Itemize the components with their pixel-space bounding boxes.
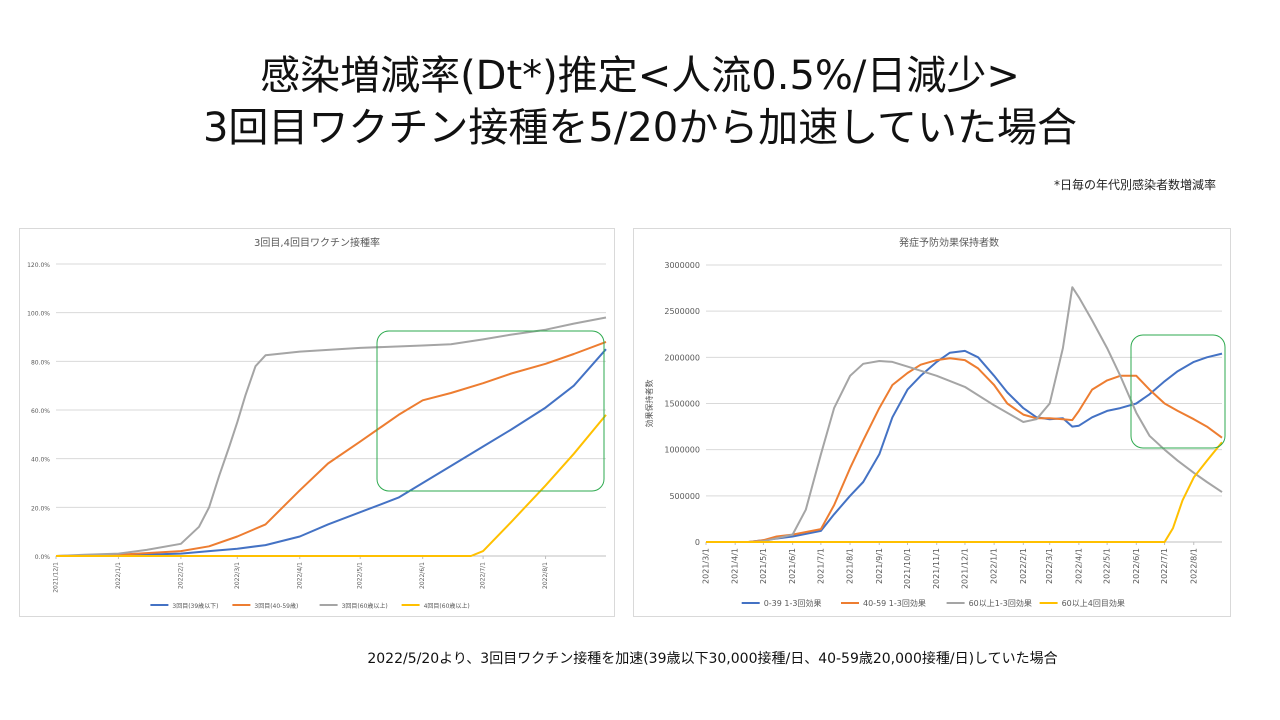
protected-count-chart: 発症予防効果保持者数 0 500000 1000000 1500000 2000000 25… — [633, 228, 1231, 617]
chart1-legend-label: 3回目(60歳以上) — [342, 602, 388, 610]
chart2-x-tick-label: 2021/3/1 — [702, 548, 711, 584]
chart1-x-tick-label: 2021/12/1 — [53, 562, 60, 593]
chart2-y-axis-title: 効果保持者数 — [644, 380, 654, 428]
chart1-x-tick-label: 2022/4/1 — [296, 562, 303, 589]
chart2-x-tick-label: 2021/10/1 — [903, 548, 912, 589]
chart2-x-tick-label: 2021/8/1 — [846, 548, 855, 584]
chart2-x-tick-label: 2022/6/1 — [1132, 548, 1141, 584]
chart2-x-tick-label: 2021/11/1 — [932, 548, 941, 589]
chart2-y-tick-label: 0 — [695, 538, 700, 547]
chart1-highlight-box — [376, 330, 605, 492]
chart2-y-tick-label: 1000000 — [664, 446, 700, 455]
chart2-y-tick-label: 2000000 — [664, 353, 700, 362]
chart2-series-1-line — [706, 357, 1223, 543]
chart2-series-0-line — [706, 349, 1223, 543]
chart1-legend-label: 4回目(60歳以上) — [424, 602, 470, 610]
chart2-legend-label: 0-39 1-3回効果 — [764, 598, 822, 608]
chart2-x-tick-label: 2022/4/1 — [1074, 548, 1083, 584]
chart2-x-tick-label: 2022/5/1 — [1103, 548, 1112, 584]
vaccination-rate-chart: 3回目,4回目ワクチン接種率 0.0% 20.0% 40.0% 60.0% 80.0% 10… — [19, 228, 615, 617]
chart2-y-tick-label: 3000000 — [664, 261, 700, 270]
chart1-y-tick-label: 20.0% — [31, 505, 50, 512]
chart1-series-2-line — [55, 316, 607, 557]
chart2-x-tick-label: 2021/9/1 — [875, 548, 884, 584]
chart2-x-tick-label: 2021/4/1 — [731, 548, 740, 584]
protected-count-chart-svg: 発症予防効果保持者数 0 500000 1000000 1500000 2000000 25… — [644, 236, 1226, 608]
chart2-x-tick-label: 2022/8/1 — [1189, 548, 1198, 584]
chart1-x-tick-label: 2022/3/1 — [234, 562, 241, 589]
chart1-x-tick-label: 2022/2/1 — [177, 562, 184, 589]
chart2-series-2-line — [706, 286, 1223, 543]
chart2-x-tick-label: 2022/3/1 — [1045, 548, 1054, 584]
chart2-x-tick-label: 2021/7/1 — [816, 548, 825, 584]
chart2-x-tick-label: 2021/6/1 — [788, 548, 797, 584]
chart1-legend-label: 3回目(39歳以下) — [172, 602, 218, 610]
title-line-2: 3回目ワクチン接種を5/20から加速していた場合 — [202, 105, 1078, 151]
chart1-x-tick-label: 2022/5/1 — [357, 562, 364, 589]
chart1-legend-label: 3回目(40-59歳) — [254, 602, 298, 610]
chart1-series-3-line — [56, 414, 607, 557]
chart2-x-tick-label: 2021/12/1 — [960, 548, 969, 589]
chart1-series-1-line — [55, 340, 607, 557]
chart1-x-tick-label: 2022/1/1 — [115, 562, 122, 589]
vaccination-rate-chart-svg: 3回目,4回目ワクチン接種率 0.0% 20.0% 40.0% 60.0% 80.0% 10… — [27, 236, 607, 610]
chart2-y-tick-label: 2500000 — [664, 307, 700, 316]
chart2-y-tick-label: 1500000 — [664, 400, 700, 409]
chart1-y-tick-label: 120.0% — [27, 262, 50, 269]
chart1-legend: 3回目(39歳以下) 3回目(40-59歳) 3回目(60歳以上) 4回目(60歳以上… — [150, 602, 470, 610]
title-line-1: 感染増減率(Dt*)推定<人流0.5%/日減少> — [260, 53, 1020, 99]
chart2-title: 発症予防効果保持者数 — [899, 236, 999, 249]
chart2-legend-label: 60以上4回目効果 — [1062, 598, 1125, 608]
chart2-y-tick-label: 500000 — [669, 492, 700, 501]
chart1-y-tick-label: 0.0% — [35, 554, 51, 561]
page-title: 感染増減率(Dt*)推定<人流0.5%/日減少> 3回目ワクチン接種を5/20か… — [0, 50, 1280, 154]
chart2-x-tick-label: 2022/7/1 — [1160, 548, 1169, 584]
chart2-legend-label: 60以上1-3回効果 — [969, 598, 1032, 608]
chart2-legend: 0-39 1-3回効果 40-59 1-3回効果 60以上1-3回効果 60以上4回目… — [741, 598, 1125, 608]
chart1-y-tick-label: 80.0% — [31, 359, 50, 366]
chart1-y-tick-label: 60.0% — [31, 408, 50, 415]
chart2-highlight-box — [1130, 334, 1226, 449]
chart2-series-3-line — [706, 441, 1223, 543]
chart2-x-tick-label: 2022/2/1 — [1019, 548, 1028, 584]
chart1-y-tick-label: 40.0% — [31, 457, 50, 464]
chart1-series-0-line — [55, 348, 607, 557]
chart1-x-tick-label: 2022/6/1 — [419, 562, 426, 589]
chart2-x-tick-label: 2022/1/1 — [990, 548, 999, 584]
chart1-y-tick-label: 100.0% — [27, 311, 50, 318]
chart1-x-tick-label: 2022/8/1 — [542, 562, 549, 589]
chart2-x-tick-label: 2021/5/1 — [759, 548, 768, 584]
chart2-legend-label: 40-59 1-3回効果 — [863, 598, 926, 608]
chart1-x-tick-label: 2022/7/1 — [480, 562, 487, 589]
chart1-title: 3回目,4回目ワクチン接種率 — [254, 236, 380, 249]
footnote: *日毎の年代別感染者数増減率 — [1053, 178, 1216, 192]
caption: 2022/5/20より、3回目ワクチン接種を加速(39歳以下30,000接種/日… — [367, 651, 1058, 667]
